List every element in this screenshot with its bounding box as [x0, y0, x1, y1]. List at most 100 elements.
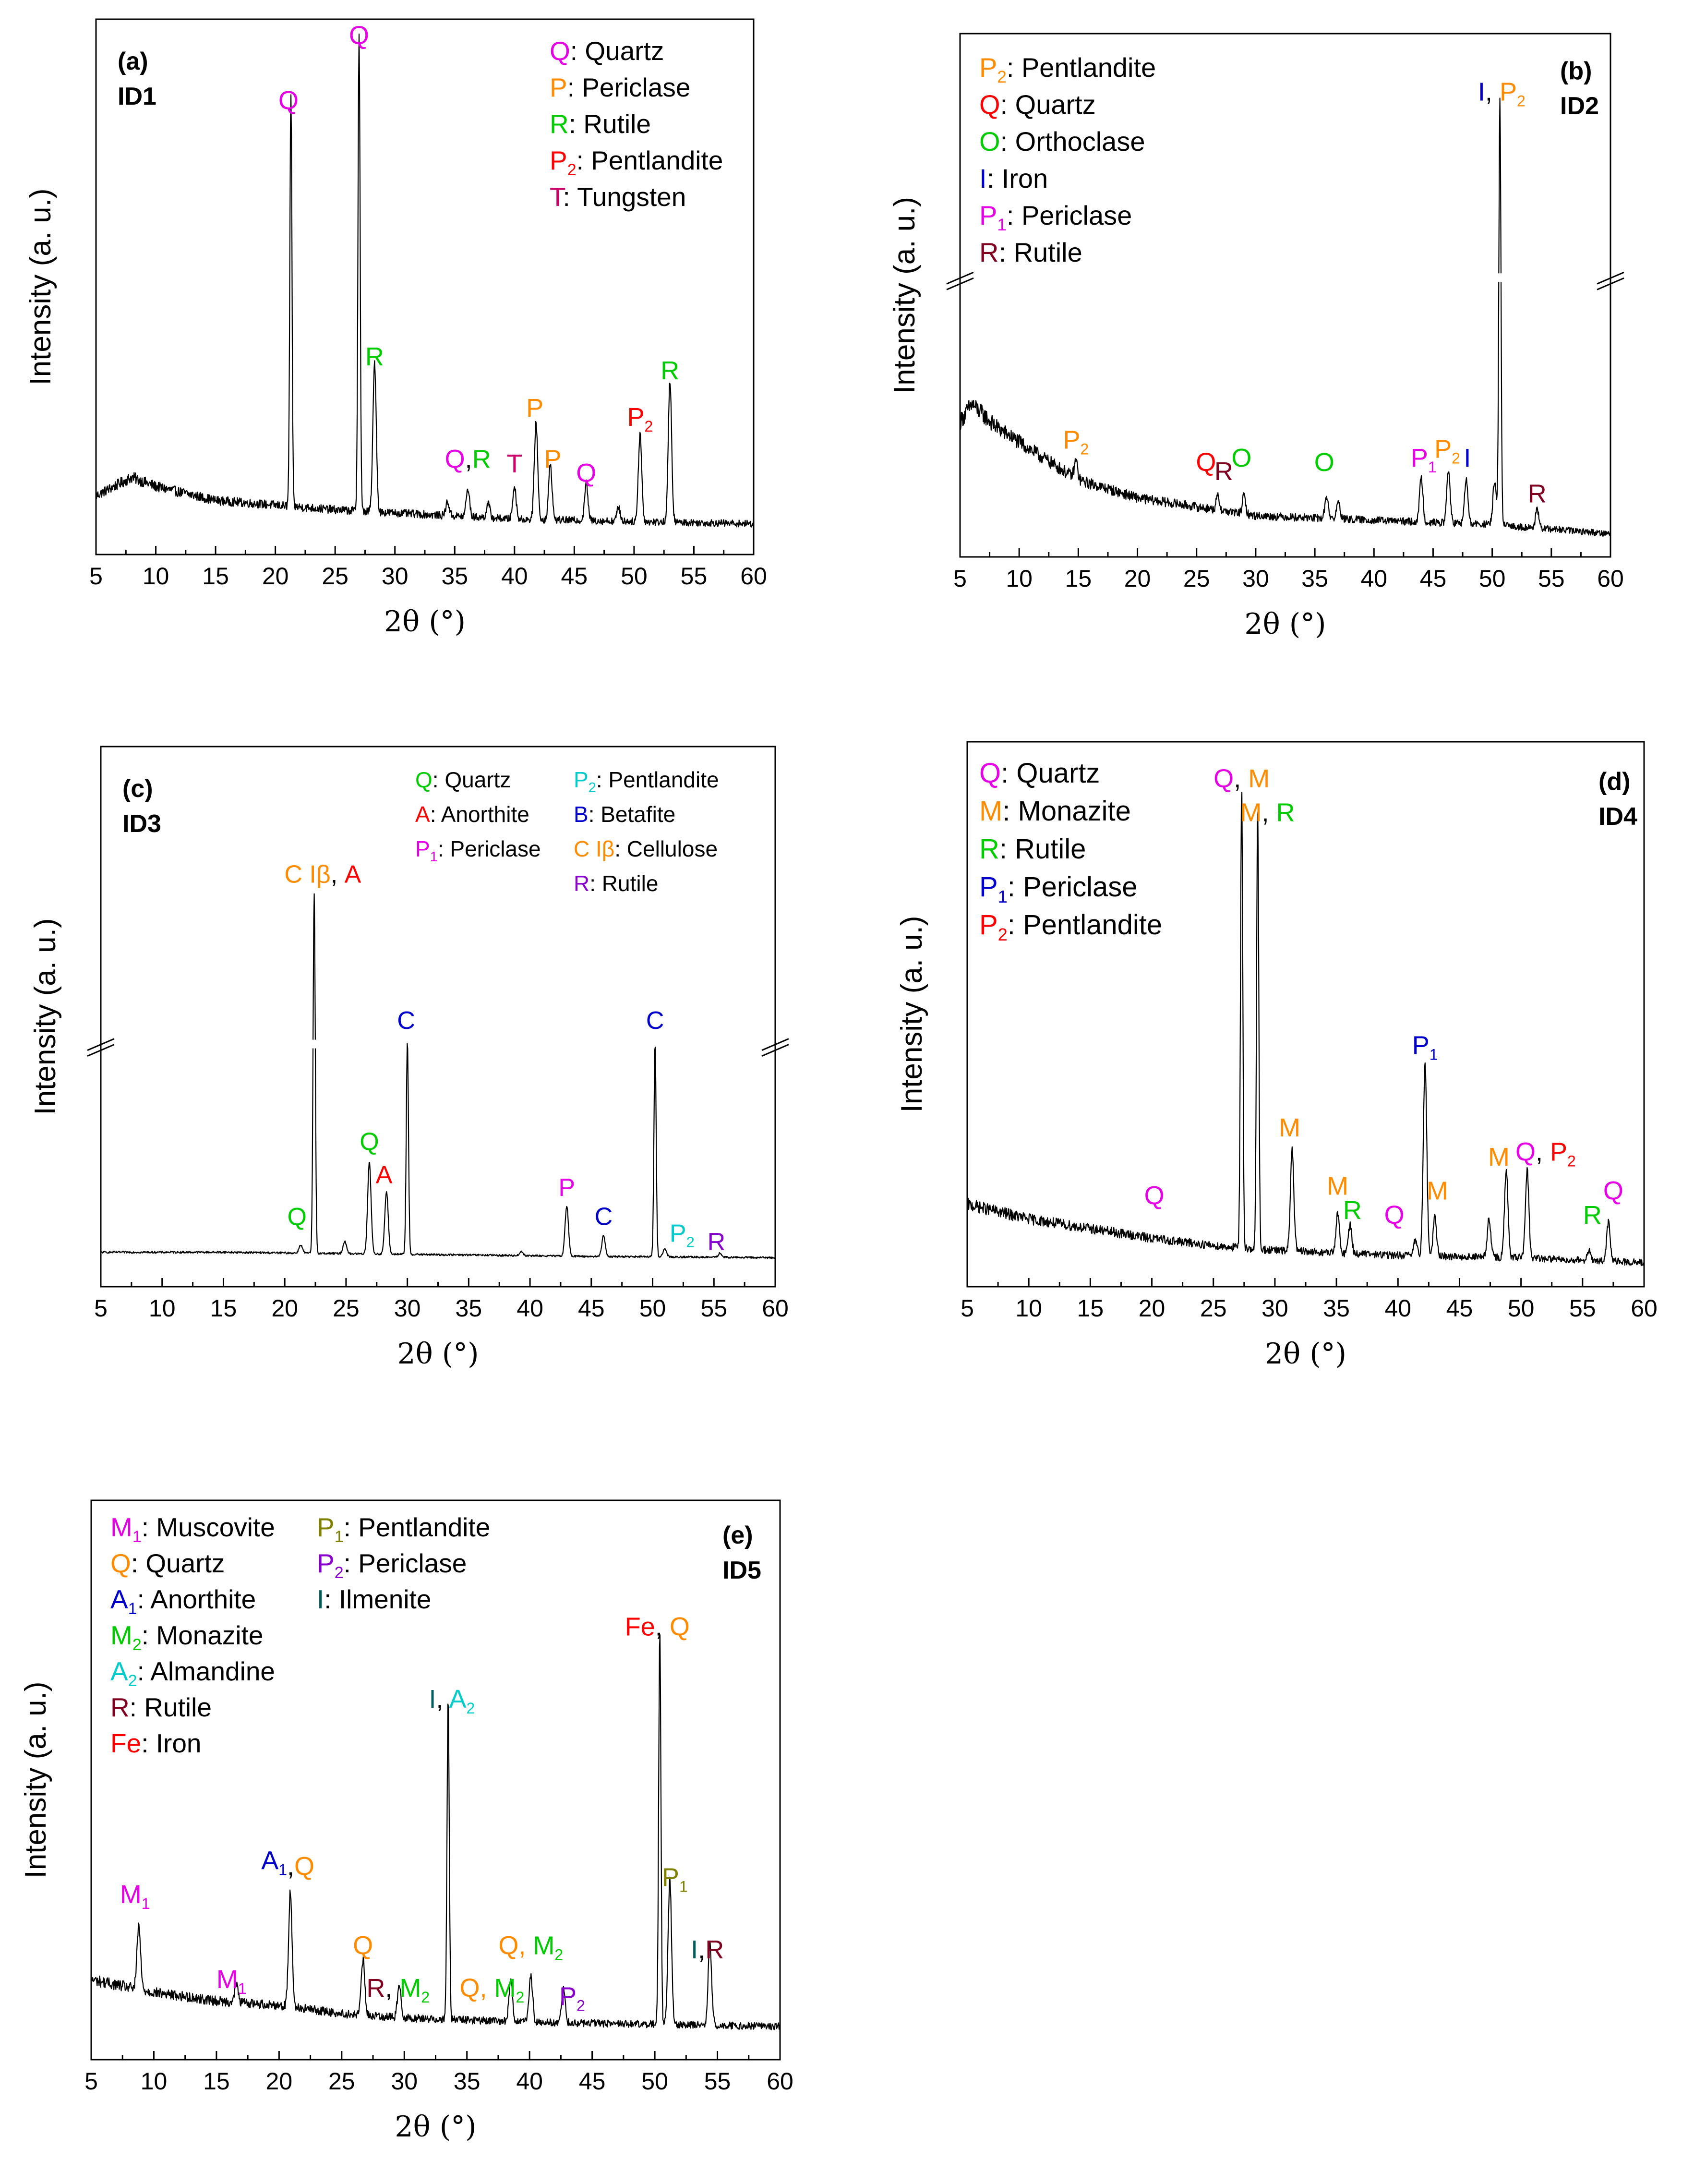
peak-label: C Iβ, A [284, 860, 361, 888]
peak-label: P [558, 1174, 575, 1202]
x-axis-label: 2θ (°) [395, 2110, 476, 2144]
peak-label-part: , [655, 1613, 670, 1641]
x-tick-label: 30 [1242, 565, 1269, 592]
peak-label-part: R [1343, 1196, 1362, 1225]
legend-subscript: 1 [128, 1600, 137, 1618]
peak-label-subscript: 2 [577, 1997, 585, 2015]
legend-entry: B: Betafite [574, 802, 675, 827]
peak-label-part: Q [349, 21, 369, 50]
x-tick-label: 35 [441, 563, 468, 590]
x-tick-label: 10 [143, 563, 169, 590]
peak-label-part: I [1478, 77, 1485, 106]
legend-name: : Quartz [433, 767, 511, 792]
peak-label: T [506, 449, 522, 478]
legend-subscript: 2 [997, 68, 1006, 86]
diffraction-trace [95, 33, 754, 528]
panel-letter: (a) [118, 48, 148, 75]
peak-label: Q, M2 [498, 1931, 563, 1963]
legend-symbol: M [979, 796, 1002, 827]
legend-entry: R: Rutile [550, 109, 651, 139]
legend-symbol: P [317, 1548, 335, 1578]
peak-label-part: Q [670, 1613, 690, 1641]
x-tick-label: 20 [1124, 565, 1151, 592]
peak-label-part: M [1488, 1143, 1510, 1171]
x-tick-label: 10 [141, 2068, 168, 2095]
diffraction-trace [959, 97, 1611, 537]
legend-symbol: R [979, 237, 998, 267]
peak-label: R [708, 1228, 726, 1256]
x-tick-label: 55 [1538, 565, 1565, 592]
peak-label-part: P [1500, 77, 1517, 106]
x-tick-label: 35 [1323, 1295, 1350, 1322]
peak-label: Q [349, 21, 369, 50]
peak-label: Q [278, 86, 299, 115]
legend-name: : Pentlandite [577, 145, 723, 175]
peak-label: Q, M2 [460, 1974, 525, 2006]
peak-label-part: Q [1515, 1138, 1536, 1167]
legend-entry: Q: Quartz [415, 767, 511, 792]
legend-name: : Tungsten [563, 182, 686, 212]
x-tick-label: 25 [328, 2068, 355, 2095]
legend-symbol: Q [415, 767, 433, 792]
peak-label-part: , [1234, 764, 1248, 793]
peak-label-part: O [1231, 444, 1251, 472]
x-axis-ticks: 5 10 15 20 25 30 35 40 45 50 55 60 [89, 546, 767, 590]
peak-label-part: R [366, 1974, 385, 2003]
x-tick-label: 10 [1015, 1295, 1042, 1322]
peak-label: M [1279, 1113, 1300, 1142]
peak-label-subscript: 1 [142, 1895, 150, 1912]
peak-label-part: P [526, 394, 543, 422]
peak-label-part: Q [1384, 1201, 1405, 1230]
y-axis-label: Intensity (a. u.) [895, 916, 928, 1112]
peak-label: P2 [1434, 434, 1460, 467]
legend-name: : Cellulose [614, 836, 718, 861]
legend-symbol: C Iβ [574, 836, 614, 861]
x-axis-label: 2θ (°) [384, 605, 466, 639]
peak-label-part: C [397, 1007, 415, 1035]
legend-symbol: P [979, 200, 997, 230]
peak-label-subscript: 2 [1081, 441, 1089, 458]
legend-name: : Rutile [998, 237, 1082, 267]
peak-label: Q [353, 1931, 373, 1960]
x-tick-label: 60 [762, 1295, 789, 1322]
peak-label: Q [1196, 448, 1216, 477]
legend-entry: Fe: Iron [110, 1728, 202, 1758]
peak-label: P [544, 445, 562, 474]
peak-label: R [1214, 457, 1233, 486]
peak-label-subscript: 1 [238, 1980, 247, 1997]
x-tick-label: 60 [1631, 1295, 1658, 1322]
panel-b-id2: 5 10 15 20 25 30 35 40 45 50 55 60 2θ (°) Intensity (… [888, 33, 1624, 641]
legend-subscript: 2 [335, 1564, 344, 1582]
sample-id: ID5 [722, 1557, 761, 1584]
legend-subscript: 1 [998, 887, 1008, 906]
x-tick-label: 20 [266, 2068, 293, 2095]
legend-symbol: M [110, 1620, 132, 1650]
x-tick-label: 45 [561, 563, 588, 590]
legend-entry: R: Rutile [979, 833, 1086, 865]
legend-name: : Quartz [570, 36, 664, 66]
legend-entry: P1: Pentlandite [317, 1512, 490, 1546]
legend-name: : Quartz [131, 1548, 225, 1578]
peak-label-part: P [559, 1982, 577, 2011]
legend-symbol: P [574, 767, 589, 792]
legend-subscript: 2 [589, 780, 596, 796]
panel-e-id5: 5 10 15 20 25 30 35 40 45 50 55 60 2θ (°) Intensity (… [19, 1499, 793, 2144]
legend-name: : Periclase [1007, 200, 1132, 230]
peak-label-part: M [1279, 1113, 1300, 1142]
x-tick-label: 25 [333, 1295, 360, 1322]
legend-name: : Orthoclase [1000, 126, 1145, 157]
x-tick-label: 25 [322, 563, 348, 590]
legend-symbol: P [979, 871, 998, 903]
x-tick-label: 5 [961, 1295, 974, 1322]
panel-letter: (c) [122, 775, 153, 803]
peak-label-part: A [345, 860, 361, 888]
x-tick-label: 55 [1569, 1295, 1596, 1322]
x-tick-label: 15 [1065, 565, 1092, 592]
peak-label-part: M [120, 1880, 142, 1909]
peak-label: A [376, 1161, 393, 1189]
legend-entry: R: Rutile [110, 1692, 212, 1722]
peak-label-part: M [399, 1974, 421, 2003]
